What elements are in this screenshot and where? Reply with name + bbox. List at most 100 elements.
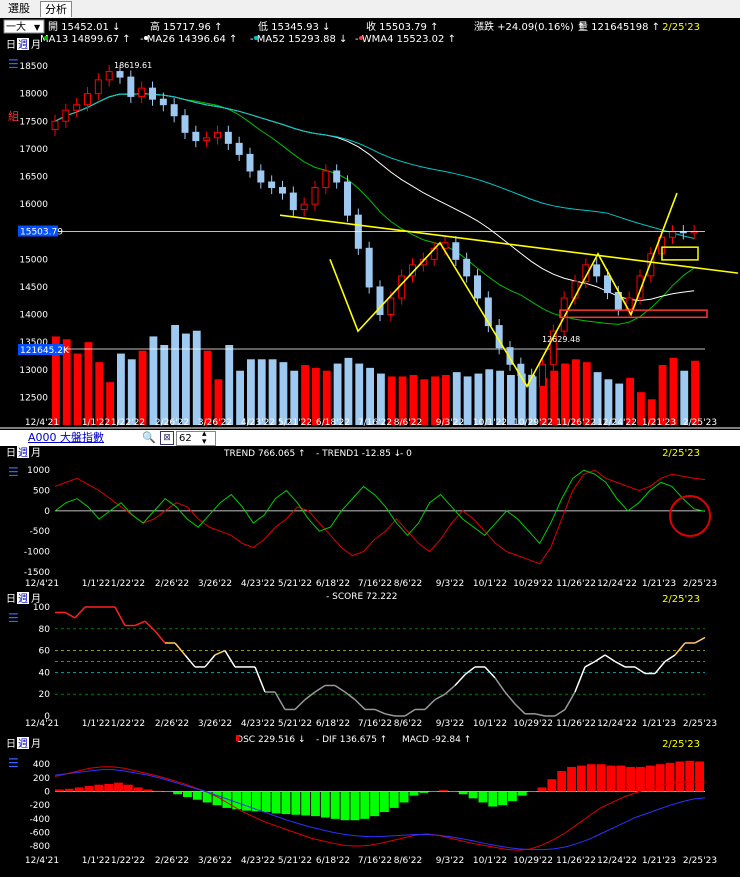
osc-bar <box>261 791 271 813</box>
osc-bar <box>202 791 212 803</box>
score-segment <box>144 620 156 632</box>
symbol-toolbar: A000 大盤指數 🔍 ⊠ 62 ▴ ▾ <box>0 429 740 447</box>
candle-body <box>51 120 59 131</box>
y-tick-label: 500 <box>33 487 50 497</box>
volume-label: 121645.2K <box>20 346 70 356</box>
x-tick-label: 2/26'22 <box>155 579 189 589</box>
period-spinner-icon[interactable]: ▴ ▾ <box>202 429 207 447</box>
candle-body <box>322 170 330 189</box>
y-tick-label: 18500 <box>19 62 48 72</box>
volume-bar <box>507 375 515 425</box>
symbol-link[interactable]: A000 大盤指數 <box>28 431 105 444</box>
y-tick-label: 16500 <box>19 172 48 182</box>
osc-bar <box>547 779 557 792</box>
osc-bar <box>114 782 123 792</box>
magnifier-icon[interactable]: 🔍 <box>142 431 156 444</box>
volume-bar <box>203 350 212 425</box>
y-tick-label: 0 <box>44 788 50 798</box>
x-tick-label: 10/1'22 <box>473 719 507 729</box>
indicator-list-icon: ☰ <box>8 756 19 770</box>
x-tick-label: 12/4'21 <box>25 579 59 589</box>
trend1-legend: - TREND1 -12.85 ↓ <box>316 449 401 459</box>
score-segment <box>454 674 466 686</box>
candle-body <box>105 71 113 81</box>
score-segment <box>154 630 166 644</box>
volume-bar <box>647 399 656 425</box>
osc-bar <box>685 760 695 792</box>
osc-bar <box>320 791 330 818</box>
tab-analysis[interactable]: 分析 <box>40 1 72 17</box>
candle-body <box>474 275 481 299</box>
week-icon <box>17 737 29 749</box>
osc-bar <box>370 791 379 817</box>
indicator-list-icon: ☰ <box>8 465 19 479</box>
candlestick-panel: 一大 ▼ 開 15452.01 ↓ 高 15717.96 ↑ 低 15345.93 ↓ 收… <box>0 18 740 430</box>
y-tick-label: -200 <box>30 801 51 811</box>
volume-bar <box>442 375 450 425</box>
x-tick-label: 6/18'22 <box>316 719 350 729</box>
candle-body <box>94 79 102 95</box>
candle-body <box>344 181 351 216</box>
volume-bar <box>73 353 82 425</box>
candle-body <box>268 181 276 189</box>
week-icon <box>17 446 29 458</box>
osc-bar <box>596 764 606 792</box>
volume-bar <box>279 362 288 425</box>
score-segment <box>134 620 146 627</box>
volume-bar <box>517 373 526 425</box>
candle-body <box>333 170 341 183</box>
wma4-marker <box>359 36 363 40</box>
osc-bar <box>448 791 458 793</box>
side-label-day: 日 <box>6 40 16 51</box>
score-segment <box>64 611 76 619</box>
osc-bar <box>281 791 291 815</box>
volume-bar <box>62 339 71 425</box>
osc-bar <box>399 791 409 803</box>
volume-label-bg <box>18 344 64 355</box>
score-segment <box>274 691 286 710</box>
volume-bar <box>312 367 320 425</box>
header-open: 開 15452.01 ↓ <box>48 21 120 33</box>
x-tick-label: 12/24'22 <box>597 579 637 589</box>
osc-bar <box>340 791 350 821</box>
candle-body <box>582 264 590 282</box>
panel-bg <box>0 442 740 590</box>
y-tick-label: 13500 <box>19 338 48 348</box>
score-segment <box>514 703 526 715</box>
volume-bar <box>604 379 613 425</box>
volume-bar <box>680 370 689 425</box>
x-tick-label: 3/26'22 <box>198 418 232 428</box>
volume-bar <box>463 376 472 425</box>
tab-stock-picking[interactable]: 選股 <box>8 2 30 15</box>
x-tick-label: 2/26'22 <box>155 856 189 866</box>
candle-body <box>235 142 243 155</box>
y-tick-label: 40 <box>39 668 51 678</box>
score-segment <box>424 699 436 710</box>
x-tick-label: 1/21'23 <box>642 856 676 866</box>
volume-bar <box>322 370 331 425</box>
osc-bar <box>291 791 301 815</box>
osc-bar <box>64 788 74 792</box>
candle-body <box>214 131 221 139</box>
side-label-week: 週 <box>18 39 28 51</box>
x-tick-label: 8/6'22 <box>394 719 422 729</box>
x-tick-label: 6/18'22 <box>316 579 350 589</box>
osc-bar <box>123 784 133 792</box>
period-input[interactable]: 62 <box>176 431 216 446</box>
candle-body <box>257 170 265 183</box>
zero-legend: - 0 <box>400 449 412 459</box>
candle-body <box>387 297 395 316</box>
support-box <box>559 309 708 319</box>
header-wma4: - WMA4 15523.02 ↑ <box>355 34 456 45</box>
x-tick-label: 9/3'22 <box>436 856 464 866</box>
osc-bar <box>271 791 281 814</box>
score-segment <box>304 691 316 701</box>
side-label-day: 日 <box>6 739 16 750</box>
osc-bar <box>330 791 340 819</box>
osc-bar <box>606 765 616 792</box>
score-segment <box>404 708 416 717</box>
score-segment <box>444 684 456 695</box>
period-toggle-icon[interactable]: ⊠ <box>160 431 174 445</box>
panel-date: 2/25'23 <box>662 448 700 459</box>
